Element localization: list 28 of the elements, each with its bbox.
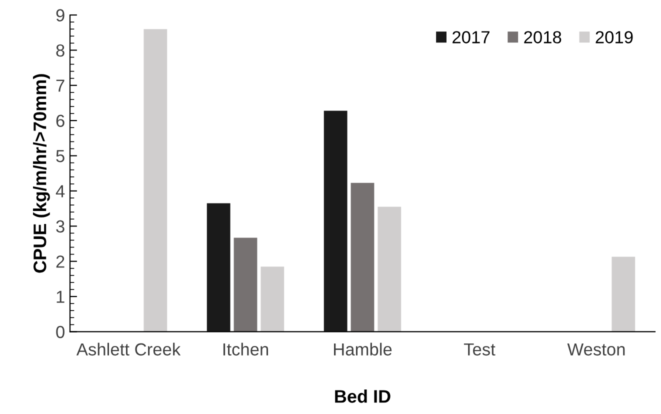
y-tick-label: 0 — [56, 326, 64, 338]
x-axis-title: Bed ID — [335, 390, 390, 403]
bar — [350, 182, 374, 332]
y-tick-label: 6 — [56, 114, 64, 128]
y-tick-label: 2 — [56, 255, 64, 268]
y-tick-label: 5 — [56, 150, 64, 162]
y-tick-label: 4 — [56, 185, 65, 198]
x-tick-label: Weston — [567, 343, 625, 356]
y-axis-title: CPUE (kg/m/hr/>70mm) — [33, 74, 50, 273]
bar — [144, 29, 168, 332]
x-tick-label: Ashlett Creek — [76, 342, 181, 356]
bar — [324, 110, 348, 332]
x-tick-label: Itchen — [223, 342, 268, 356]
legend-label: 2017 — [452, 31, 490, 44]
x-tick-label: Test — [464, 343, 496, 356]
y-tick-label: 1 — [56, 290, 64, 303]
legend-label: 2018 — [524, 31, 562, 44]
y-tick-label: 8 — [56, 44, 64, 57]
bar — [234, 238, 258, 332]
x-tick-label: Hamble — [334, 342, 392, 356]
y-tick-label: 7 — [56, 80, 64, 92]
bar — [206, 203, 230, 332]
y-tick-label: 3 — [56, 220, 64, 233]
y-tick-label: 9 — [56, 9, 64, 22]
bar — [260, 266, 284, 332]
legend-label: 2019 — [596, 31, 633, 44]
bar — [378, 206, 402, 332]
bar — [612, 256, 636, 332]
